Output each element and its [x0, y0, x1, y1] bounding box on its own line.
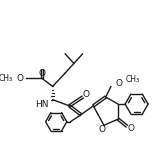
Text: CH₃: CH₃	[126, 75, 140, 84]
Text: O: O	[17, 74, 23, 83]
Text: O: O	[115, 79, 122, 88]
Text: O: O	[128, 124, 135, 133]
Text: HN: HN	[35, 100, 48, 109]
Text: O: O	[99, 125, 106, 134]
Text: O: O	[39, 69, 46, 78]
Text: CH₃: CH₃	[0, 74, 13, 83]
Text: O: O	[83, 90, 90, 99]
